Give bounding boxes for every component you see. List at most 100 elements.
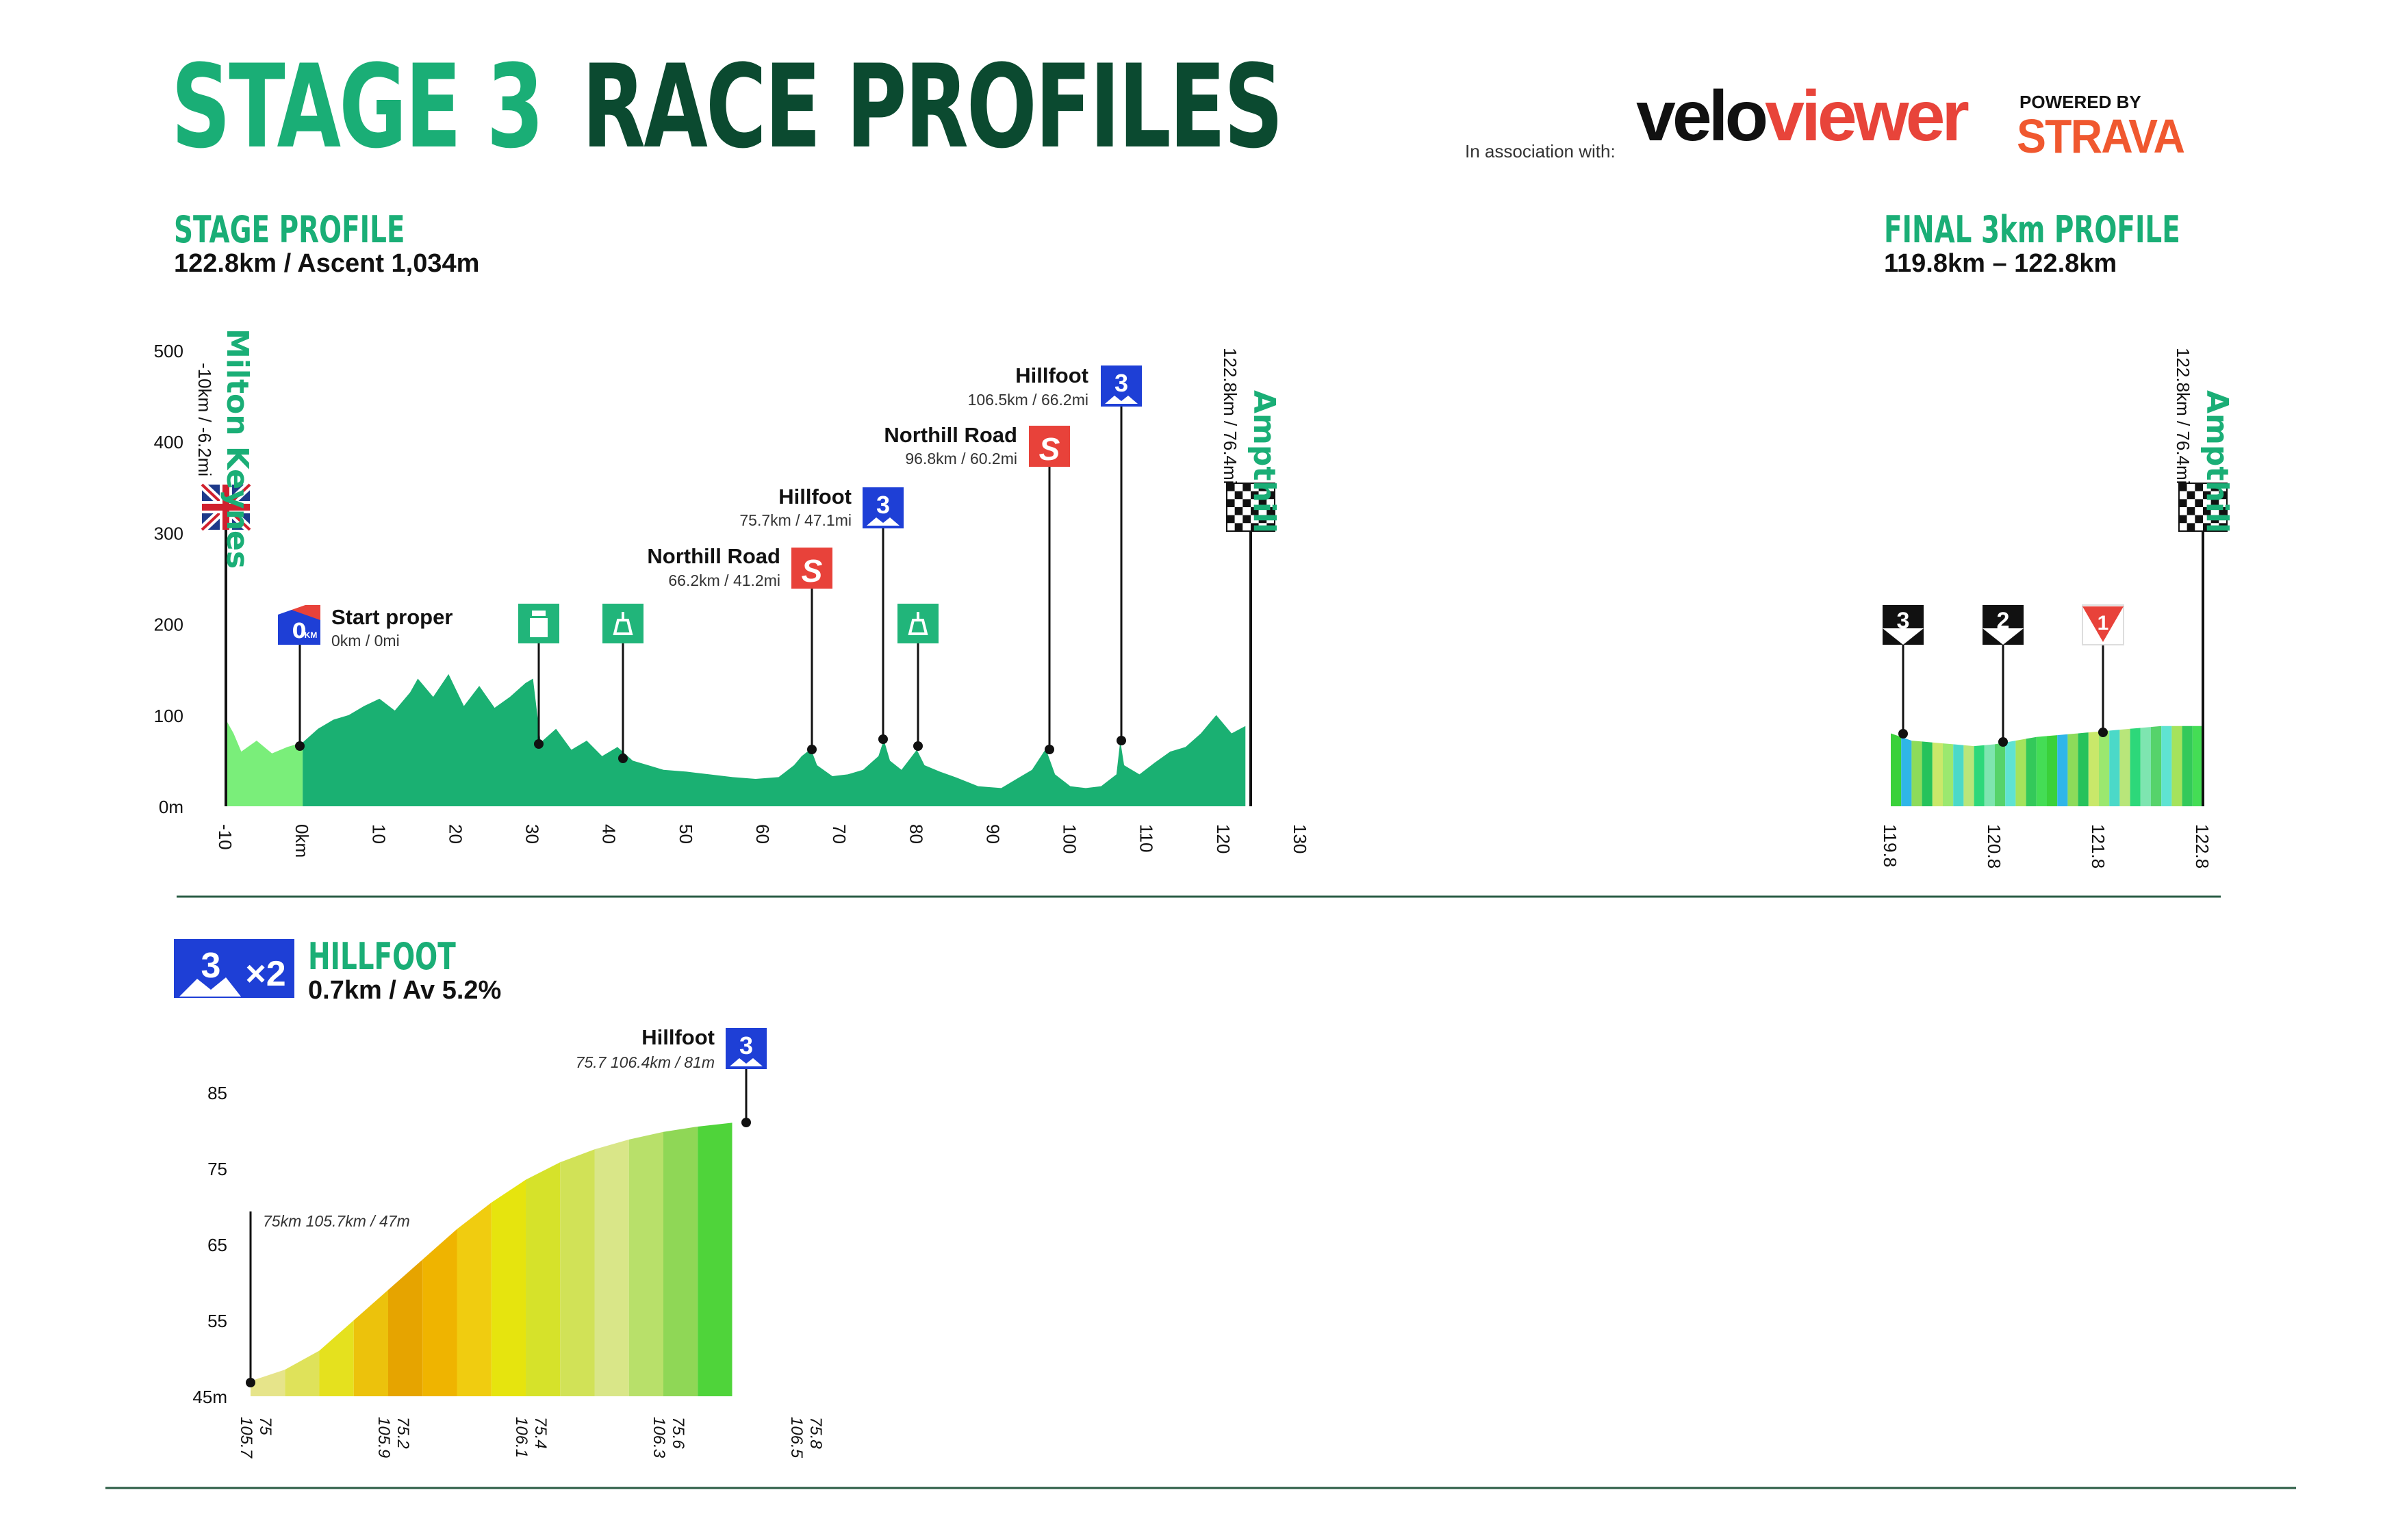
chequer-square [1266, 491, 1275, 500]
chequer-square [2203, 507, 2211, 515]
climb-gradient-segment [422, 1229, 457, 1396]
start-marker: Milton Keynes -10km / -6.2mi [194, 329, 255, 806]
union-flag-icon [199, 481, 253, 533]
pre-start-area [226, 719, 303, 806]
chequer-square [2195, 483, 2203, 491]
final-gradient-strip [2047, 735, 2058, 806]
sprint-1-dist: 66.2km / 41.2mi [668, 572, 780, 589]
y-tick-label: 500 [154, 341, 183, 361]
bottle-icon [530, 611, 548, 637]
final-profile-summary: 119.8km – 122.8km [1884, 249, 2117, 278]
chequer-square [1234, 491, 1243, 500]
climb-y-tick-label: 75 [207, 1159, 227, 1179]
chequer-square [2210, 483, 2219, 491]
climb-y-tick-label: 45m [192, 1387, 227, 1407]
chequer-square [2210, 499, 2219, 507]
chequer-square [2179, 507, 2187, 515]
chequer-square [2187, 491, 2195, 500]
kom-2-name: Hillfoot [1015, 363, 1088, 387]
chequer-square [1251, 515, 1259, 524]
final-gradient-strip [1901, 736, 1912, 806]
chequer-square [2203, 499, 2211, 507]
climb-gradient-segment [353, 1289, 388, 1396]
climb-x-tick-label: 106.3 [650, 1417, 668, 1459]
climb-y-tick-label: 55 [207, 1311, 227, 1331]
y-tick-label: 0m [159, 797, 183, 817]
climb-gradient-segment [285, 1350, 320, 1396]
climb-x-tick-label: 106.1 [512, 1417, 531, 1458]
final-gradient-strip [2088, 731, 2099, 806]
final-gradient-strip [2130, 728, 2141, 806]
association-text: In association with: [1465, 141, 1616, 162]
climb-x-tick-label: 75 [256, 1417, 275, 1435]
final-gradient-strip [2109, 730, 2120, 806]
x-tick-label: 100 [1060, 824, 1080, 854]
chequer-square [2195, 507, 2203, 515]
final-x-tick-label: 121.8 [2088, 824, 2108, 869]
chequer-square [1227, 483, 1235, 491]
climb-x-tick-label: 75.4 [531, 1417, 550, 1449]
finish-dist-label: 122.8km / 76.4mi [1220, 348, 1240, 484]
climb-gradient-segment [594, 1139, 629, 1396]
climb-y-tick-label: 85 [207, 1083, 227, 1103]
climb-x-tick-label: 75.2 [394, 1417, 412, 1449]
final-gradient-strip [2057, 734, 2068, 806]
finish-town-label: Ampthill [1247, 390, 1282, 533]
chequer-square [2179, 515, 2187, 524]
svg-text:0: 0 [292, 619, 307, 643]
stage-profile-heading: STAGE PROFILE [174, 208, 405, 251]
chequer-square [2210, 491, 2219, 500]
start-proper-marker: 0 KM Start proper 0km / 0mi [278, 605, 453, 751]
km-marker-3-label: 3 [1897, 608, 1910, 634]
chequer-square [2187, 507, 2195, 515]
chequer-square [2195, 515, 2203, 524]
climb-gradient-segment [663, 1126, 698, 1396]
x-tick-label: 130 [1290, 824, 1310, 854]
chequer-square [1258, 491, 1267, 500]
x-tick-label: 30 [522, 824, 543, 844]
kom-cat3-icon: 3 [876, 491, 890, 519]
final-x-tick-label: 119.8 [1880, 824, 1900, 867]
climb-start-dist: 75km 105.7km / 47m [263, 1212, 410, 1230]
climb-gradient-segment [491, 1179, 526, 1396]
page-title: RACE PROFILES [582, 40, 1284, 174]
chequer-border [2178, 483, 2228, 532]
chequer-square [2187, 483, 2195, 491]
chequer-square [2219, 483, 2227, 491]
stage-label: STAGE 3 [171, 40, 544, 174]
strava-logo[interactable]: STRAVA [2017, 110, 2185, 163]
start-dist-label: -10km / -6.2mi [194, 363, 215, 476]
final-gradient-strip [2192, 726, 2203, 806]
chequer-square [1242, 483, 1251, 491]
chequer-square [1251, 523, 1259, 531]
feed-zone-2 [602, 604, 643, 763]
bag-icon [908, 612, 928, 635]
chequer-square [2195, 499, 2203, 507]
svg-text:KM: KM [305, 630, 318, 640]
chequer-square [2210, 515, 2219, 524]
chequer-square [2219, 515, 2227, 524]
climb-name: HILLFOOT [308, 935, 456, 978]
kom-marker-1: 3 Hillfoot 75.7km / 47.1mi [739, 485, 904, 744]
chequer-square [1234, 515, 1243, 524]
chequer-square [2179, 491, 2187, 500]
veloviewer-logo[interactable]: veloviewer [1636, 81, 1970, 152]
x-tick-label: 80 [906, 824, 926, 844]
chequer-square [1227, 491, 1235, 500]
final-km-markers: 3 2 1 [1883, 604, 2124, 747]
climb-gradient-segment [698, 1122, 732, 1396]
chequer-square [1258, 523, 1267, 531]
final-gradient-strip [2182, 726, 2193, 806]
climb-x-tick-label: 105.7 [237, 1417, 255, 1459]
chequer-square [2195, 491, 2203, 500]
chequer-square [1266, 515, 1275, 524]
final-x-tick-label: 120.8 [1984, 824, 2004, 869]
chequer-square [1242, 499, 1251, 507]
kom-cat3-icon: 3 [739, 1031, 753, 1060]
final-gradient-strip [2005, 741, 2016, 806]
race-profile-area [303, 673, 1246, 806]
chequer-square [1227, 507, 1235, 515]
final-gradient-strip [1995, 742, 2006, 806]
chequer-square [1234, 523, 1243, 531]
climb-x-tick-label: 105.9 [374, 1417, 393, 1458]
